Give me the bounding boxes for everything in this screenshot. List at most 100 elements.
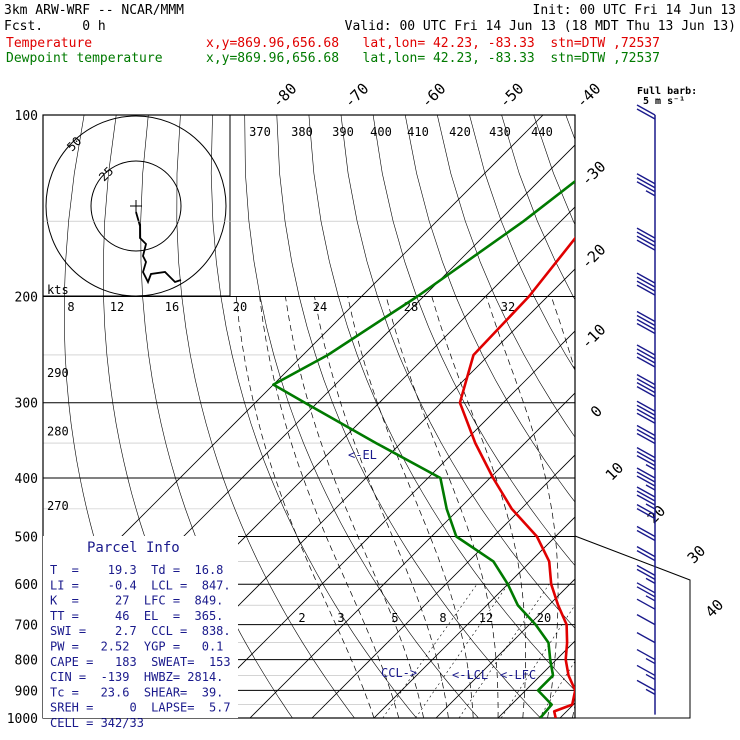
wind-barb [636,525,656,542]
wind-barb-flag [636,529,656,542]
dry-adiabat-line [694,115,740,718]
mixing-ratio-label: 5 [391,611,398,625]
pressure-tick-label: 300 [15,397,38,412]
dry-adiabat-line [726,115,740,718]
wind-barb-flag [636,664,656,677]
isotherm-line [559,702,575,718]
dry-adiabat-line [308,115,575,691]
isotherm-tick-label: -60 [418,80,450,112]
mixing-ratio-line [500,604,575,718]
wind-barb-flag [636,447,656,459]
moist-adiabat-line [385,296,499,718]
moist-adiabat-line [347,296,474,718]
parcel-info-box [43,536,238,718]
isotherm-line [373,516,575,718]
wind-barb [636,613,656,626]
wind-barb-flag [636,508,656,520]
wind-barb-flag [636,400,656,412]
moist-adiabat-line [285,296,424,718]
hodograph-speed-label: 32 [501,300,515,314]
parcel-info-title: Parcel Info [87,540,180,556]
temperature-profile-line [458,236,575,718]
wind-barb-flag [636,550,656,562]
isotherm-tick-label: 10 [602,459,628,485]
isotherm-tick-label: -80 [269,80,301,112]
wind-barb [636,104,656,120]
parcel-info-row: Tc = 23.6 SHEAR= 39. [50,685,223,699]
dry-adiabat-line [340,115,575,629]
moist-adiabat-line [485,296,559,718]
dry-adiabat-line [437,115,575,438]
side-theta-label: 290 [47,366,69,380]
theta-label: 380 [291,125,313,139]
wind-barb-flag [636,525,656,538]
pressure-tick-label: 1000 [7,712,38,727]
dry-adiabat-line [404,115,575,503]
isotherm-tick-label: 40 [702,596,728,622]
init-time: Init: 00 UTC Fri 14 Jun 13 [532,3,737,18]
pressure-tick-label: 500 [15,530,38,545]
wind-barb-flag [636,181,656,193]
moist-adiabat-line [314,296,449,718]
dry-adiabat-line [630,115,740,718]
hodograph-ring [45,115,227,297]
lfc-annotation: <-LFC [500,668,536,682]
wind-barb [636,227,656,251]
dry-adiabat-line [372,115,575,567]
theta-label: 410 [407,125,429,139]
parcel-info-row: CAPE = 183 SWEAT= 153 [50,655,231,669]
model-title: 3km ARW-WRF -- NCAR/MMM [4,3,185,18]
side-theta-label: 280 [47,425,69,439]
mixing-ratio-label: 3 [337,611,344,625]
wind-barb-flag [636,598,656,610]
wind-barb-half-flag [645,595,656,602]
mixing-ratio-line [458,584,550,718]
wind-barb-flag [636,586,656,598]
wind-barb-flag [636,235,656,247]
wind-barb-flag [636,613,656,626]
wind-barb-flag [636,284,656,296]
wind-barb-half-flag [645,503,656,510]
wind-barb-flag [636,404,656,416]
theta-label: 400 [370,125,392,139]
wind-barb-flag [636,564,656,576]
dry-adiabat-line [176,115,355,718]
wind-barb-flag [636,471,656,483]
mixing-ratio-line [382,584,478,718]
wind-barb [636,310,656,335]
wind-barb-flag [636,378,656,390]
isotherm-tick-label: -20 [578,241,610,273]
wind-barb-flag [636,408,656,420]
wind-barb-flag [636,467,656,479]
full-barb-value: 5 m s⁻¹ [643,96,685,107]
wind-barb [636,344,656,368]
wind-barb-flag [636,382,656,394]
isotherm-tick-label: -70 [341,80,373,112]
wind-barb [636,582,656,602]
isotherm-line [43,115,544,616]
wind-barb [636,400,656,424]
valid-time: Valid: 00 UTC Fri 14 Jun 13 (18 MDT Thu … [344,19,736,34]
theta-label: 370 [249,125,271,139]
wind-barb-half-flag [645,657,656,665]
hodograph-speed-label: 12 [110,300,124,314]
dry-adiabat-line [533,115,575,226]
theta-label: 430 [489,125,511,139]
wind-barb-flag [636,679,656,692]
wind-barb-flag [636,494,656,506]
parcel-info-row: K = 27 LFC = 849. [50,594,223,608]
mixing-ratio-label: 2 [298,611,305,625]
wind-barb [636,486,656,510]
hodograph-speed-label: 20 [233,300,247,314]
dewpoint-location-info: x,y=869.96,656.68 lat,lon= 42.23, -83.33… [206,51,660,66]
mixing-ratio-line [538,660,575,718]
mixing-ratio-label: 8 [439,611,446,625]
parcel-info-row: SREH = 0 LAPSE= 5.7 [50,701,231,715]
pressure-tick-label: 600 [15,578,38,593]
lcl-annotation: <-LCL [452,668,488,682]
wind-barb-flag [636,104,656,116]
theta-label: 390 [332,125,354,139]
wind-barb-flag [636,490,656,502]
pressure-tick-label: 800 [15,654,38,669]
